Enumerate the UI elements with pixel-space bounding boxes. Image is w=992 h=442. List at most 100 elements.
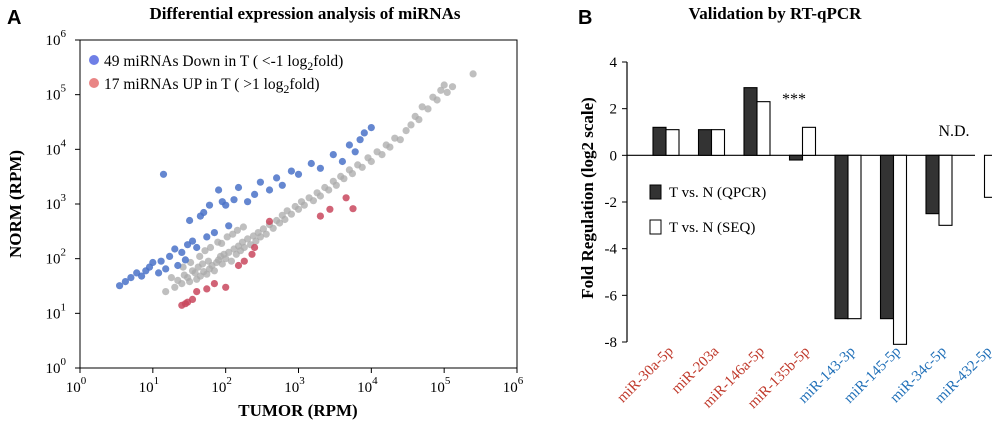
scatter-point-down: [256, 178, 264, 186]
scatter-point-unchanged: [191, 269, 199, 277]
scatter-point-up: [349, 205, 357, 213]
scatter-point-up: [265, 217, 274, 225]
bar-y-tick-label: 4: [610, 55, 618, 71]
scatter-point-down: [278, 181, 286, 189]
scatter-point-down: [215, 186, 223, 194]
scatter-point-unchanged: [316, 192, 324, 200]
scatter-point-unchanged: [225, 248, 233, 256]
scatter-point-up: [326, 205, 334, 213]
scatter-points: [116, 70, 477, 309]
bar-y-tick-label: -6: [605, 288, 618, 304]
scatter-point-unchanged: [309, 197, 317, 205]
scatter-point-unchanged: [203, 270, 211, 278]
scatter-point-unchanged: [259, 225, 267, 233]
x-tick-label: 101: [139, 375, 160, 396]
scatter-point-unchanged: [424, 105, 432, 113]
scatter-point-down: [210, 229, 218, 237]
legend-down-label: 49 miRNAs Down in T ( <-1 log2fold): [104, 53, 343, 73]
scatter-point-unchanged: [340, 175, 348, 183]
panel-a-title: Differential expression analysis of miRN…: [149, 4, 460, 23]
scatter-point-up: [210, 280, 218, 288]
scatter-point-down: [225, 222, 233, 230]
bar-qpcr-miR-203a: [697, 129, 713, 156]
legend-up-label: 17 miRNAs UP in T ( >1 log2fold): [104, 76, 320, 96]
scatter-point-unchanged: [167, 274, 175, 282]
scatter-point-down: [356, 136, 364, 144]
y-tick-label: 105: [46, 83, 67, 104]
scatter-point-unchanged: [171, 283, 179, 291]
scatter-point-down: [294, 170, 303, 178]
scatter-point-unchanged: [227, 257, 235, 265]
scatter-point-unchanged: [186, 278, 194, 286]
scatter-point-unchanged: [201, 247, 209, 255]
scatter-point-up: [193, 288, 201, 296]
scatter-point-unchanged: [348, 170, 356, 178]
legend-up-marker: [89, 78, 99, 88]
scatter-point-unchanged: [391, 134, 399, 142]
scatter-point-down: [230, 196, 238, 204]
scatter-point-down: [178, 248, 186, 256]
bar-qpcr-miR-143-3p: [834, 154, 849, 320]
scatter-point-unchanged: [386, 143, 394, 151]
scatter-point-unchanged: [469, 70, 477, 78]
scatter-point-unchanged: [262, 230, 270, 238]
scatter-point-down: [360, 129, 368, 137]
legend-seq-label: T vs. N (SEQ): [669, 220, 755, 236]
x-tick-label: 104: [357, 375, 378, 396]
scatter-point-up: [222, 283, 230, 291]
scatter-point-down: [138, 272, 146, 280]
scatter-point-unchanged: [433, 96, 441, 104]
bar-seq-miR-135b-5p: [801, 126, 817, 156]
significance-annotation: ***: [782, 91, 806, 108]
scatter-point-down: [166, 252, 174, 260]
scatter-point-unchanged: [396, 136, 404, 144]
bar-seq-miR-432-5p: [983, 154, 992, 198]
bar-legend: T vs. N (QPCR) T vs. N (SEQ): [649, 184, 766, 236]
scatter-point-down: [159, 170, 168, 178]
panel-a: A Differential expression analysis of mi…: [6, 4, 524, 420]
bar-seq-miR-203a: [710, 129, 726, 156]
scatter-point-unchanged: [240, 243, 248, 252]
bar-y-tick-label: -8: [605, 335, 618, 351]
bar-y-tick-label: 0: [610, 148, 618, 164]
panel-b: B Validation by RT-qPCR Fold Regulation …: [578, 4, 992, 412]
bar-y-tick-label: -2: [605, 195, 618, 211]
y-tick-label: 100: [46, 356, 67, 377]
scatter-point-down: [155, 269, 163, 277]
scatter-point-unchanged: [276, 219, 284, 227]
scatter-point-unchanged: [294, 205, 303, 213]
bar-y-tick-label: -4: [605, 242, 618, 258]
scatter-point-unchanged: [233, 226, 241, 234]
scatter-point-unchanged: [239, 223, 247, 231]
scatter-point-unchanged: [367, 157, 375, 166]
scatter-point-down: [203, 233, 211, 241]
scatter-point-unchanged: [196, 252, 204, 260]
scatter-point-unchanged: [325, 186, 333, 194]
scatter-point-down: [251, 190, 259, 198]
scatter-point-down: [149, 258, 157, 267]
x-tick-label: 106: [503, 375, 524, 396]
bar-seq-miR-30a-5p: [665, 129, 680, 156]
y-tick-label: 101: [46, 301, 67, 322]
x-tick-label: 103: [284, 375, 305, 396]
scatter-point-unchanged: [437, 86, 445, 94]
scatter-point-unchanged: [448, 83, 457, 91]
scatter-point-up: [248, 250, 256, 258]
scatter-point-down: [351, 148, 359, 156]
scatter-point-unchanged: [218, 239, 226, 247]
bar-y-tick-label: 2: [610, 102, 618, 118]
scatter-point-down: [307, 159, 315, 168]
scatter-point-down: [171, 245, 179, 253]
scatter-point-unchanged: [269, 224, 277, 232]
scatter-point-down: [200, 208, 208, 217]
legend-qpcr-swatch: [649, 184, 662, 200]
scatter-point-down: [188, 237, 197, 245]
scatter-point-unchanged: [418, 103, 426, 111]
panel-b-title: Validation by RT-qPCR: [689, 4, 863, 23]
scatter-point-up: [342, 194, 350, 202]
scatter-point-down: [205, 201, 214, 209]
scatter-point-down: [222, 201, 230, 209]
y-tick-label: 104: [46, 137, 67, 158]
scatter-point-unchanged: [218, 260, 226, 268]
scatter-point-down: [265, 186, 274, 194]
